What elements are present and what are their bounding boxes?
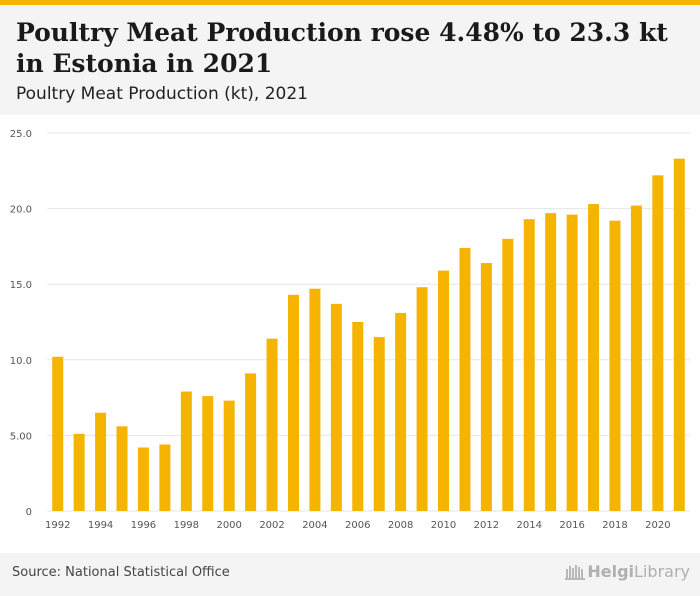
bars [52, 158, 685, 512]
x-tick-label: 1994 [88, 520, 113, 531]
bar-1995[interactable] [116, 426, 128, 511]
footer: Source: National Statistical Office Helg… [0, 553, 700, 596]
source-note: Source: National Statistical Office [12, 565, 230, 580]
x-tick-label: 2010 [431, 520, 456, 531]
bar-1996[interactable] [137, 447, 149, 511]
bar-2000[interactable] [223, 400, 235, 511]
bar-2011[interactable] [459, 247, 471, 512]
y-tick-label: 10.0 [10, 356, 32, 367]
bar-2018[interactable] [609, 220, 621, 512]
bar-2020[interactable] [652, 175, 664, 511]
y-tick-label: 15.0 [10, 280, 32, 291]
x-tick-label: 2002 [259, 520, 284, 531]
bar-2004[interactable] [309, 288, 321, 511]
bar-2009[interactable] [416, 287, 428, 511]
bar-2006[interactable] [352, 322, 364, 511]
bar-2008[interactable] [395, 312, 407, 511]
x-tick-label: 1992 [45, 520, 70, 531]
bar-1999[interactable] [202, 396, 214, 511]
x-tick-label: 2014 [517, 520, 542, 531]
bar-2003[interactable] [287, 294, 299, 511]
library-building-icon [565, 564, 586, 580]
page-title: Poultry Meat Production rose 4.48% to 23… [16, 18, 668, 78]
x-tick-label: 2018 [602, 520, 627, 531]
bar-2010[interactable] [438, 270, 450, 511]
bar-1998[interactable] [180, 391, 192, 511]
bar-2007[interactable] [373, 337, 385, 511]
y-tick-label: 0 [26, 507, 32, 518]
x-tick-label: 2020 [645, 520, 670, 531]
bar-2001[interactable] [245, 373, 257, 511]
x-tick-label: 2012 [474, 520, 499, 531]
helgi-library-logo[interactable]: HelgiLibrary [565, 562, 690, 581]
x-tick-label: 1996 [131, 520, 156, 531]
bar-2005[interactable] [330, 303, 342, 511]
x-axis-ticks: 1992 1994 1996 1998 2000 2002 2004 2006 2008 2010… [45, 520, 671, 531]
logo-text: HelgiLibrary [587, 562, 690, 581]
x-tick-label: 2008 [388, 520, 413, 531]
bar-2012[interactable] [480, 263, 492, 511]
bar-1994[interactable] [95, 412, 107, 511]
bar-1993[interactable] [73, 433, 85, 511]
x-tick-label: 2016 [559, 520, 584, 531]
bar-1997[interactable] [159, 444, 171, 511]
bar-2002[interactable] [266, 338, 278, 511]
logo-text-bold: Helgi [587, 562, 635, 581]
chart-subtitle: Poultry Meat Production (kt), 2021 [16, 84, 308, 104]
header: Poultry Meat Production rose 4.48% to 23… [0, 5, 700, 115]
bar-2017[interactable] [588, 204, 600, 511]
bar-2014[interactable] [523, 219, 535, 511]
x-tick-label: 2006 [345, 520, 370, 531]
y-tick-label: 25.0 [10, 129, 32, 140]
bar-2015[interactable] [545, 213, 557, 512]
x-tick-label: 2000 [216, 520, 241, 531]
logo-text-rest: Library [634, 562, 690, 581]
grid-lines [47, 132, 690, 512]
bar-2019[interactable] [630, 205, 642, 512]
bar-2016[interactable] [566, 214, 578, 511]
bar-2013[interactable] [502, 238, 514, 511]
x-tick-label: 1998 [174, 520, 199, 531]
bar-2021[interactable] [673, 158, 685, 512]
x-tick-label: 2004 [302, 520, 327, 531]
bar-1992[interactable] [52, 356, 64, 511]
top-accent-strip [0, 0, 700, 5]
y-tick-label: 5.00 [10, 431, 32, 442]
y-tick-label: 20.0 [10, 205, 32, 216]
y-axis-ticks: 0 5.00 10.0 15.0 20.0 25.0 [10, 129, 32, 518]
